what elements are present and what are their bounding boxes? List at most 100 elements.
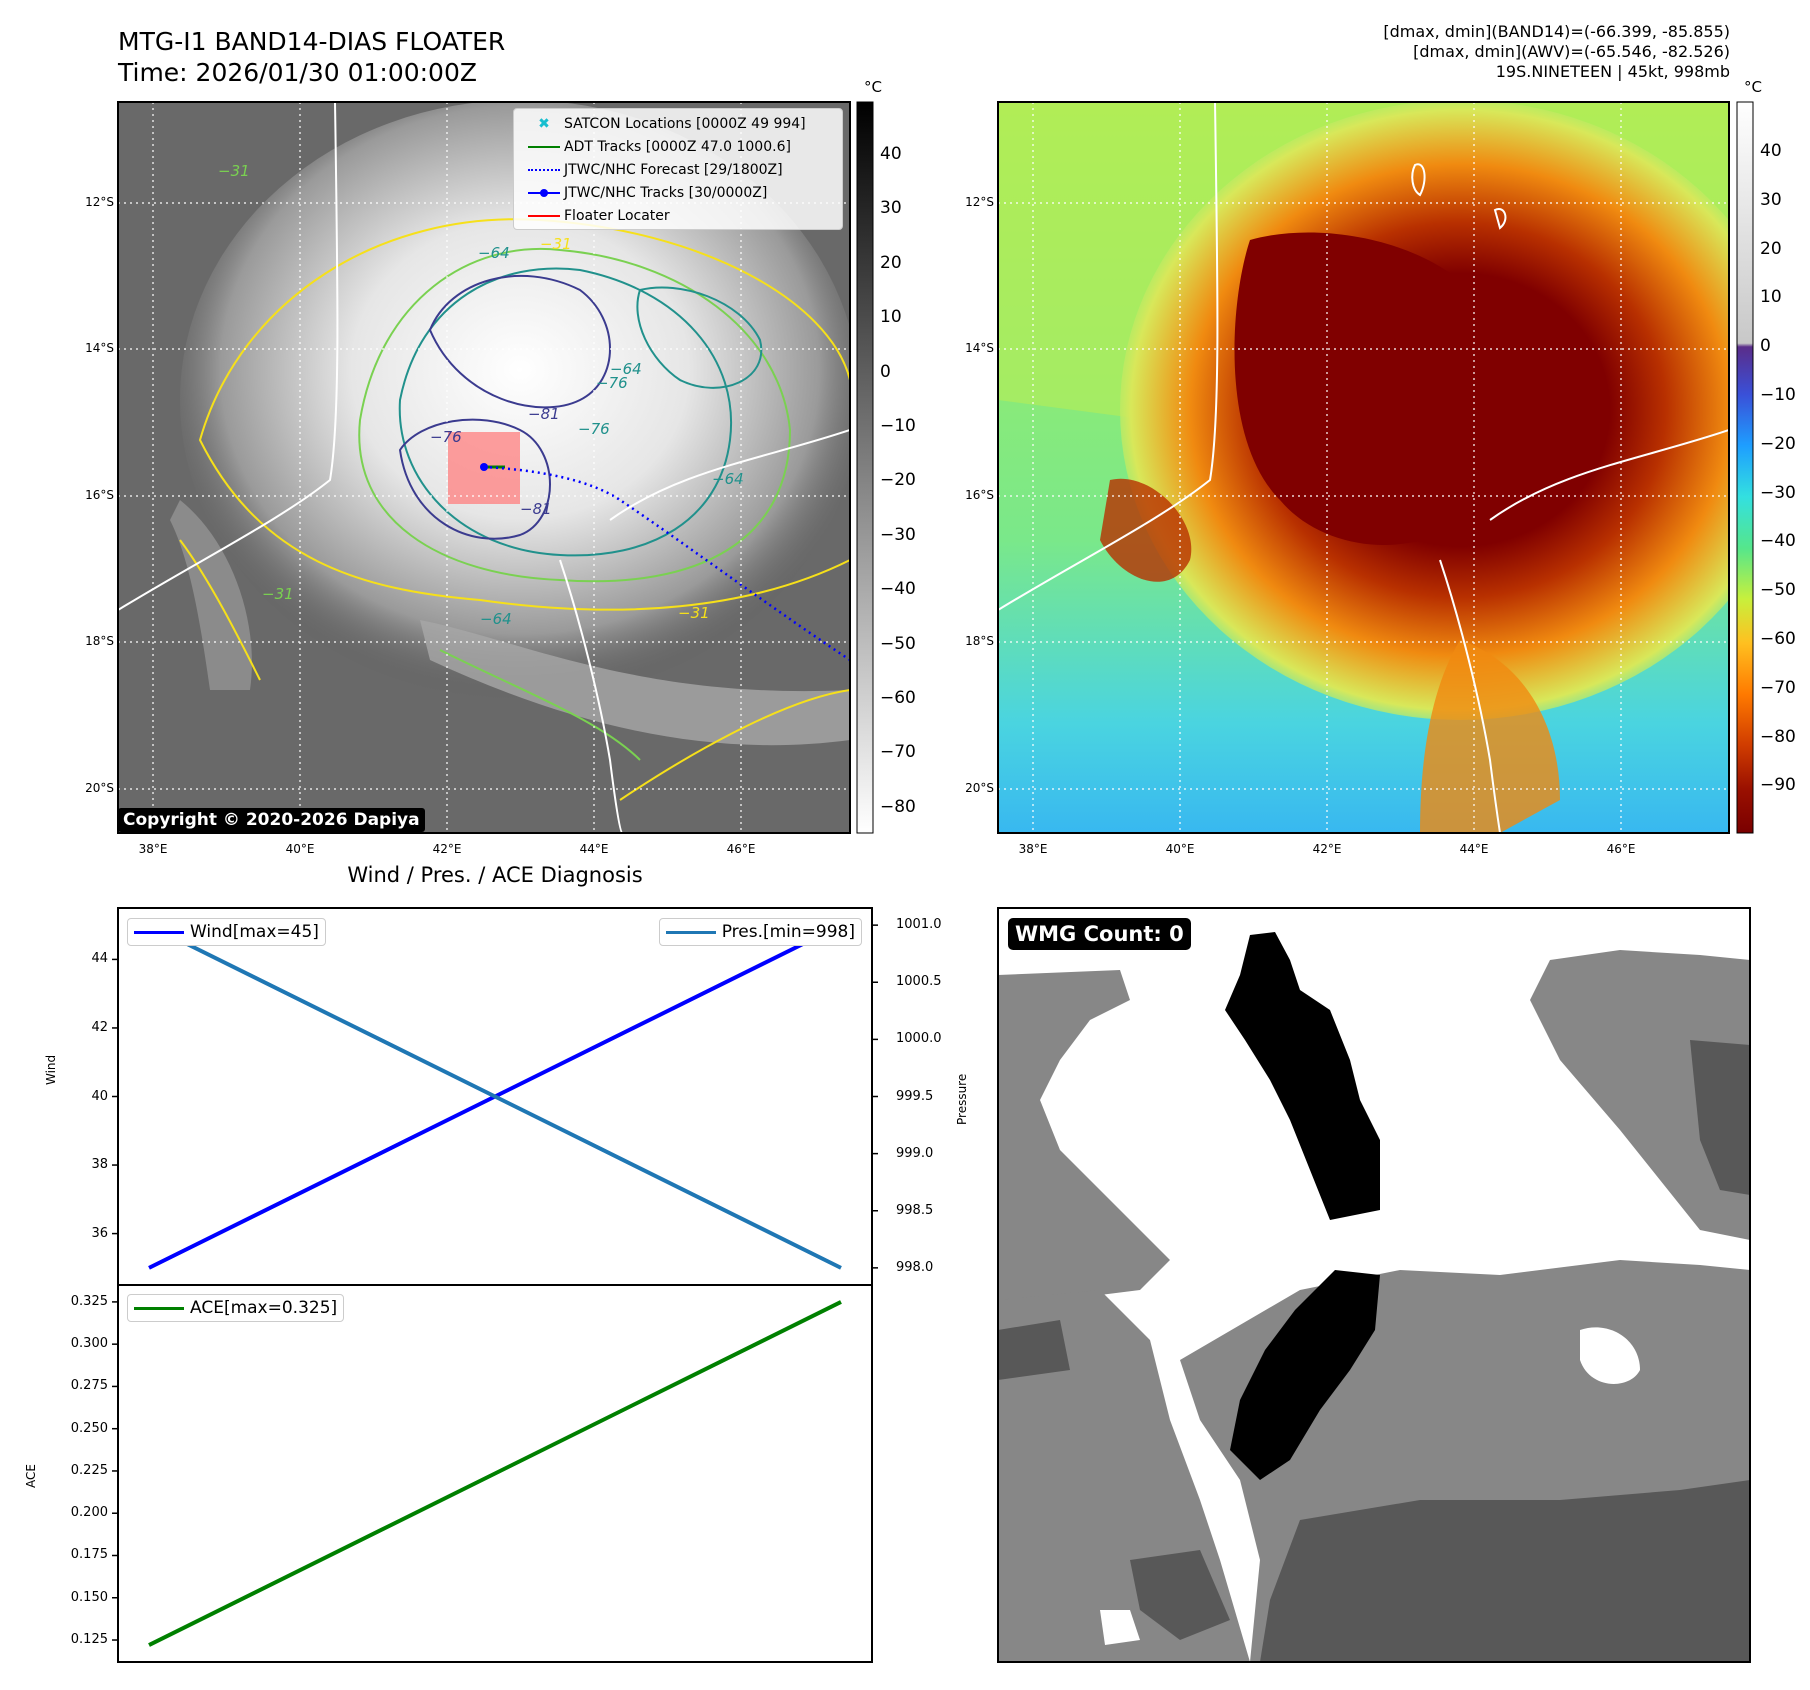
title-line-1: MTG-I1 BAND14-DIAS FLOATER [118, 27, 506, 56]
contour-label: −64 [610, 360, 642, 378]
legend-label: ADT Tracks [0000Z 47.0 1000.6] [564, 139, 791, 155]
ace-tick-label: 0.250 [70, 1420, 108, 1436]
lat-tick-label: 18°S [965, 634, 994, 648]
lon-tick-label: 40°E [1165, 842, 1195, 856]
ir-colorbar-tick: −50 [880, 633, 916, 654]
legend-item-jtwc-tracks: JTWC/NHC Tracks [30/0000Z] [524, 182, 806, 205]
color-colorbar [1736, 101, 1754, 834]
storm-stats: [dmax, dmin](BAND14)=(-66.399, -85.855) … [1383, 22, 1730, 82]
color-colorbar-unit: °C [1744, 78, 1762, 96]
pres-tick-label: 1000.5 [896, 974, 942, 990]
ir-colorbar-tick: −60 [880, 688, 916, 708]
ir-colorbar-tick: −40 [880, 579, 916, 600]
pres-tick-label: 1001.0 [896, 917, 942, 933]
ir-colorbar-tick: 10 [880, 307, 902, 328]
wind-legend: Wind[max=45] [127, 918, 326, 946]
color-colorbar-tick: 40 [1760, 141, 1782, 161]
ir-colorbar-tick: −20 [880, 470, 916, 491]
wmg-panel [998, 908, 1750, 1662]
ir-storm-cloud [180, 102, 850, 700]
lat-tick-label: 12°S [85, 195, 114, 209]
color-colorbar-tick: 10 [1760, 287, 1782, 308]
ir-legend: ✖ SATCON Locations [0000Z 49 994] ADT Tra… [513, 108, 843, 230]
legend-label: JTWC/NHC Tracks [30/0000Z] [564, 185, 768, 201]
lat-tick-label: 16°S [85, 488, 114, 502]
ace-tick-label: 0.150 [70, 1589, 108, 1605]
lat-tick-label: 18°S [85, 634, 114, 648]
contour-label: −31 [262, 585, 294, 603]
pres-tick-label: 1000.0 [896, 1031, 942, 1047]
lon-tick-label: 40°E [285, 842, 315, 856]
adt-line-icon [524, 146, 564, 148]
legend-item-floater: Floater Locater [524, 205, 806, 228]
color-colorbar-tick: −80 [1760, 726, 1796, 747]
ir-colorbar-tick: 30 [880, 198, 902, 219]
pres-legend: Pres.[min=998] [658, 918, 862, 946]
wind-tick-label: 42 [91, 1019, 108, 1035]
contour-label: −31 [540, 235, 572, 253]
jtwc-track-point [480, 463, 488, 471]
lat-tick-label: 20°S [85, 781, 114, 795]
stats-line-1: [dmax, dmin](BAND14)=(-66.399, -85.855) [1383, 22, 1730, 41]
contour-label: −64 [478, 244, 510, 262]
legend-label: Floater Locater [564, 208, 670, 224]
color-colorbar-tick: −70 [1760, 677, 1796, 698]
color-colorbar-tick: 20 [1760, 238, 1782, 259]
wmg-region-black-south [1230, 1270, 1380, 1480]
wind-line-icon [134, 930, 184, 934]
line-dot-icon [524, 189, 564, 197]
wmg-region-black-north [1225, 932, 1380, 1220]
ir-colorbar-unit: °C [864, 78, 882, 96]
lon-tick-label: 38°E [1018, 842, 1048, 856]
lon-tick-label: 42°E [1312, 842, 1342, 856]
dotted-line-icon [524, 169, 564, 171]
ace-series-line [148, 1300, 842, 1647]
lat-tick-label: 14°S [85, 341, 114, 355]
color-colorbar-tick: 0 [1760, 336, 1771, 357]
ace-legend-label: ACE[max=0.325] [190, 1298, 338, 1318]
color-map [998, 102, 1729, 833]
wmg-region-grey-east [1530, 950, 1750, 1240]
lat-tick-label: 20°S [965, 781, 994, 795]
pres-tick-label: 998.0 [896, 1259, 934, 1275]
color-colorbar-tick: −60 [1760, 629, 1796, 649]
ace-tick-label: 0.200 [70, 1505, 108, 1521]
pres-legend-label: Pres.[min=998] [721, 922, 855, 942]
ir-colorbar-tick: −10 [880, 416, 916, 436]
wind-tick-label: 36 [91, 1225, 108, 1241]
figure-title: MTG-I1 BAND14-DIAS FLOATER Time: 2026/01… [118, 26, 505, 88]
legend-item-adt: ADT Tracks [0000Z 47.0 1000.6] [524, 136, 806, 159]
ace-tick-label: 0.125 [70, 1632, 108, 1648]
lat-tick-label: 12°S [965, 195, 994, 209]
contour-label: −76 [578, 420, 610, 438]
wmg-count-badge: WMG Count: 0 [1008, 918, 1191, 950]
jtwc-forecast-track [483, 465, 850, 662]
legend-label: SATCON Locations [0000Z 49 994] [564, 116, 806, 132]
ace-legend: ACE[max=0.325] [127, 1294, 345, 1322]
stats-line-2: [dmax, dmin](AWV)=(-65.546, -82.526) [1413, 42, 1730, 61]
contour-label: −64 [712, 470, 744, 488]
lon-tick-label: 38°E [138, 842, 168, 856]
ir-colorbar-tick: −70 [880, 742, 916, 763]
color-gridlines [998, 102, 1729, 833]
pres-line-icon [665, 930, 716, 934]
contour-label: −76 [596, 374, 628, 392]
contour-label: −76 [430, 428, 462, 446]
lon-tick-label: 44°E [579, 842, 609, 856]
lat-tick-label: 14°S [965, 341, 994, 355]
color-colorbar-tick: −50 [1760, 580, 1796, 601]
color-colorbar-tick: 30 [1760, 189, 1782, 210]
ace-tick-label: 0.275 [70, 1378, 108, 1394]
title-line-2: Time: 2026/01/30 01:00:00Z [118, 58, 477, 87]
pressure-series-line [148, 923, 842, 1270]
contour-label: −64 [480, 610, 512, 628]
pres-axis-label: Pressure [955, 1073, 969, 1125]
color-map-frame [997, 101, 1730, 834]
pres-tick-label: 998.5 [896, 1202, 934, 1218]
ace-tick-label: 0.175 [70, 1547, 108, 1563]
legend-label: JTWC/NHC Forecast [29/1800Z] [564, 162, 783, 178]
pres-tick-label: 999.0 [896, 1145, 934, 1161]
ir-colorbar [856, 101, 874, 834]
pres-tick-label: 999.5 [896, 1088, 934, 1104]
